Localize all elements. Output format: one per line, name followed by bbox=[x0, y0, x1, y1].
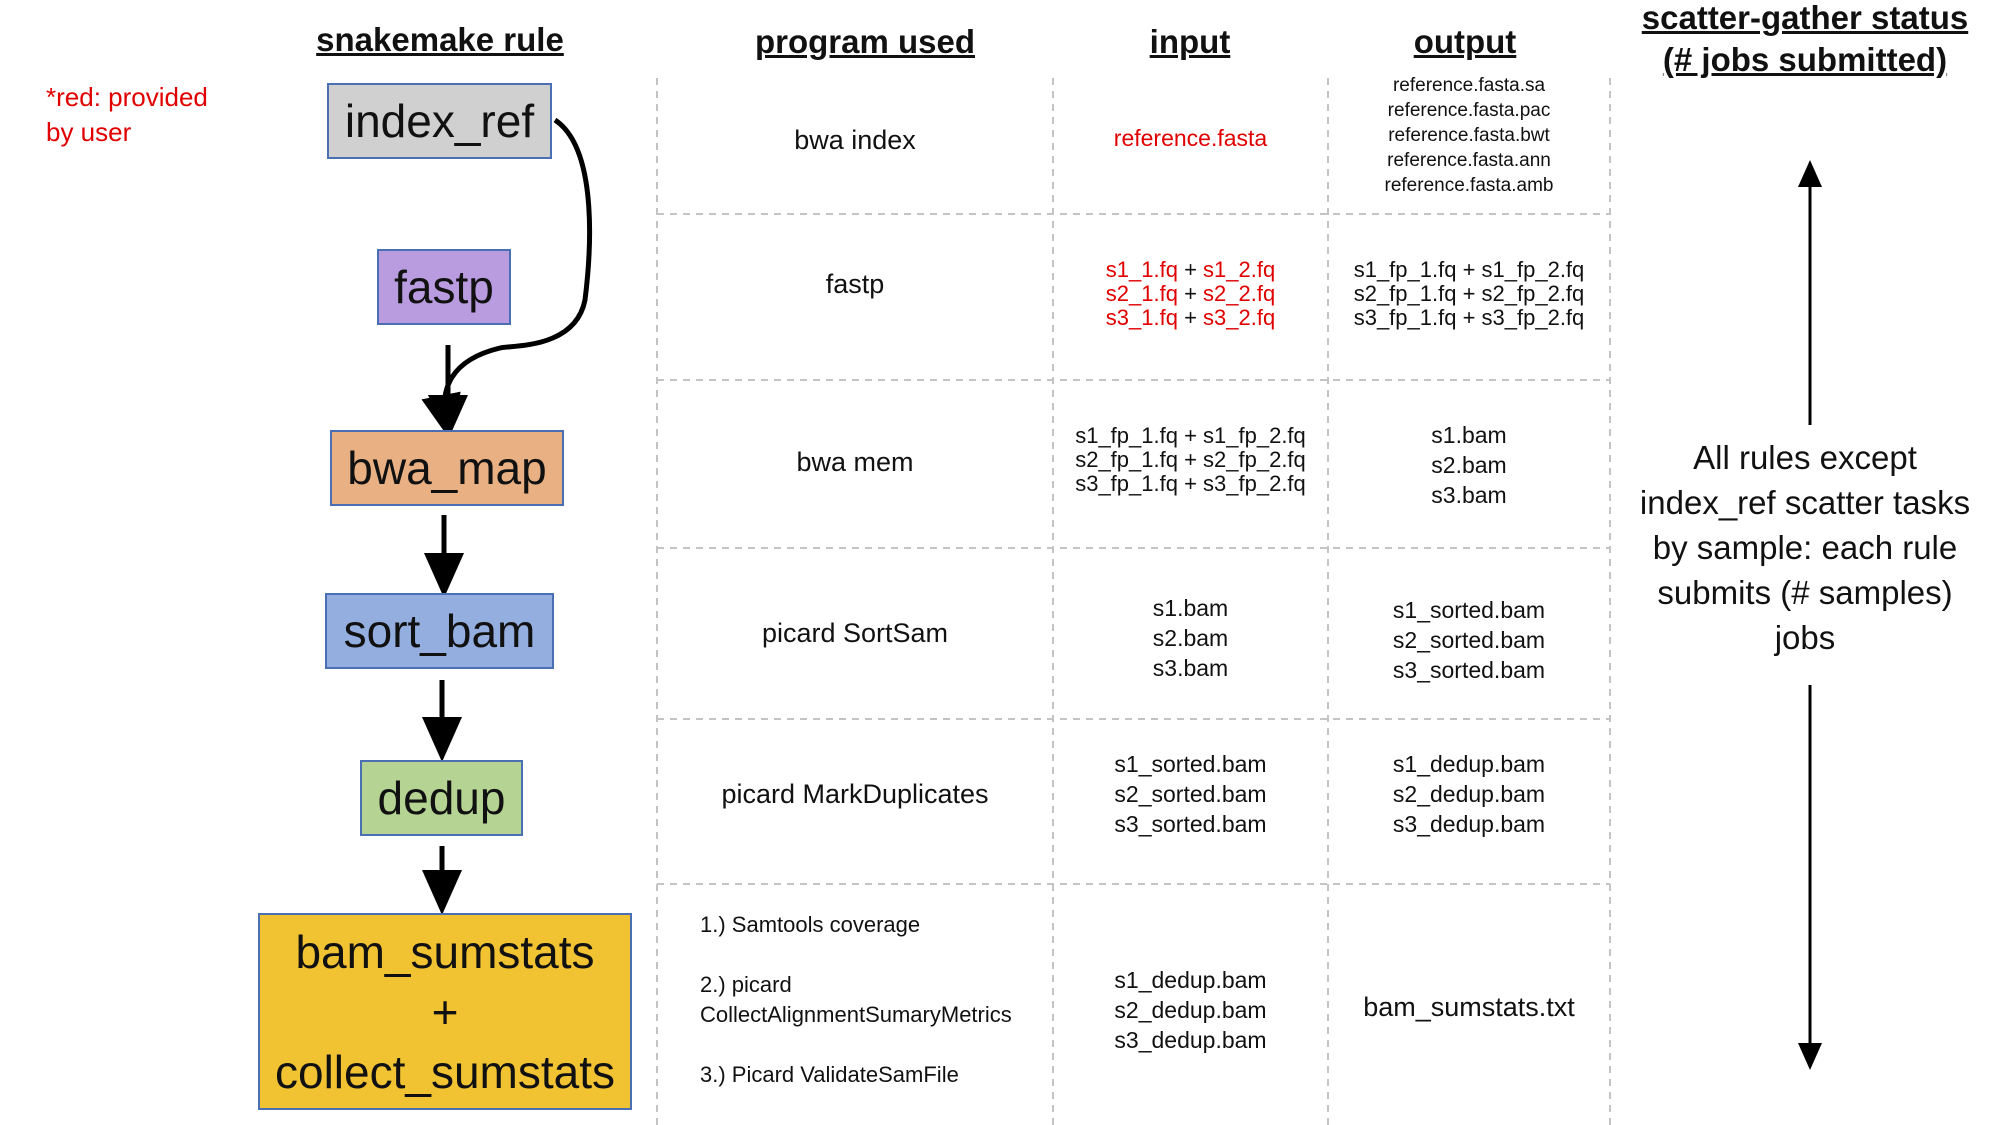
output-cell-row2: s1_fp_1.fq + s1_fp_2.fq s2_fp_1.fq + s2_… bbox=[1353, 257, 1585, 330]
scatter-gather-status-text: All rules except index_ref scatter tasks… bbox=[1639, 439, 1971, 656]
input-cell-row3: s1_fp_1.fq + s1_fp_2.fq s2_fp_1.fq + s2_… bbox=[1075, 423, 1306, 496]
table-grid bbox=[656, 78, 1611, 1125]
rule-label-line2: + bbox=[431, 985, 459, 1038]
output-cell-row1: reference.fasta.sa reference.fasta.pac r… bbox=[1384, 74, 1554, 196]
arrow-index-to-bwa bbox=[421, 117, 593, 440]
program-cell-row4: picard SortSam bbox=[761, 617, 949, 648]
rule-label: dedup bbox=[377, 772, 506, 824]
rule-label-line1: bam_sumstats bbox=[295, 925, 595, 978]
input-cell-row6: s1_dedup.bam s2_dedup.bam s3_dedup.bam bbox=[1114, 967, 1267, 1053]
input-cell-row1: reference.fasta bbox=[1113, 124, 1268, 151]
header-output: output bbox=[1413, 23, 1517, 60]
input-cell-row4: s1.bam s2.bam s3.bam bbox=[1152, 595, 1229, 681]
program-cell-row2: fastp bbox=[825, 268, 885, 299]
header-program-used: program used bbox=[754, 23, 976, 60]
header-status-line1: scatter-gather status bbox=[1641, 0, 1969, 36]
rule-label: bwa_map bbox=[347, 442, 547, 494]
rule-label: sort_bam bbox=[343, 605, 536, 657]
rule-box-bam-sumstats: bam_sumstats + collect_sumstats bbox=[258, 913, 632, 1110]
header-snakemake-rule: snakemake rule bbox=[316, 21, 564, 58]
output-cell-row3: s1.bam s2.bam s3.bam bbox=[1431, 422, 1507, 508]
output-cell-row4: s1_sorted.bam s2_sorted.bam s3_sorted.ba… bbox=[1392, 597, 1546, 683]
rule-box-dedup: dedup bbox=[360, 760, 523, 836]
rule-box-sort-bam: sort_bam bbox=[325, 593, 554, 669]
program-cell-row6: 1.) Samtools coverage 2.) picard Collect… bbox=[700, 912, 1012, 1087]
program-cell-row1: bwa index bbox=[794, 124, 916, 155]
output-cell-row6: bam_sumstats.txt bbox=[1363, 992, 1575, 1022]
output-cell-row5: s1_dedup.bam s2_dedup.bam s3_dedup.bam bbox=[1392, 751, 1546, 837]
header-input: input bbox=[1149, 23, 1231, 60]
rule-label: index_ref bbox=[344, 95, 535, 147]
rule-label-line3: collect_sumstats bbox=[274, 1045, 615, 1098]
rule-box-bwa-map: bwa_map bbox=[330, 430, 564, 506]
header-status-line2: (# jobs submitted) bbox=[1662, 41, 1948, 78]
rule-box-fastp: fastp bbox=[377, 249, 511, 325]
rule-label: fastp bbox=[394, 261, 494, 313]
input-cell-row5: s1_sorted.bam s2_sorted.bam s3_sorted.ba… bbox=[1114, 751, 1267, 837]
rule-box-index-ref: index_ref bbox=[327, 83, 552, 159]
input-cell-row2: s1_1.fq + s1_2.fq s2_1.fq + s2_2.fq s3_1… bbox=[1105, 257, 1276, 330]
legend-note: *red: provided by user bbox=[46, 82, 208, 147]
program-cell-row5: picard MarkDuplicates bbox=[721, 778, 989, 809]
program-cell-row3: bwa mem bbox=[796, 447, 914, 477]
